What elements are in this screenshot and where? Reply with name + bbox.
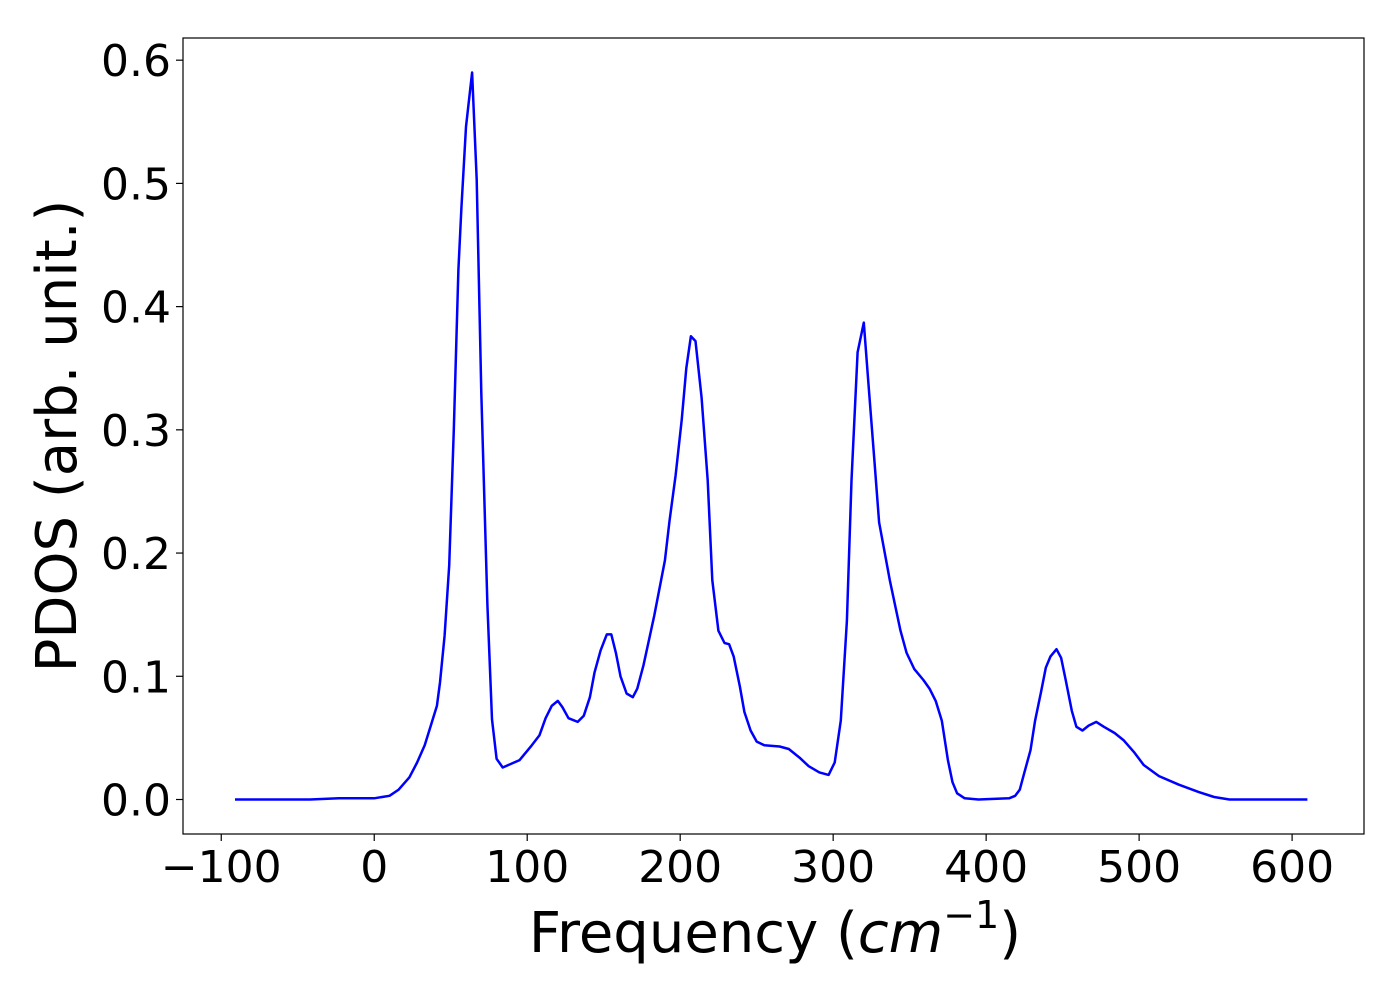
y-axis-label: PDOS (arb. unit.) [25, 200, 90, 673]
x-label-unit: cm [858, 901, 943, 966]
x-label-text: Frequency ( [529, 901, 858, 966]
y-tick-label: 0.6 [101, 36, 171, 87]
x-tick-label: 200 [638, 842, 722, 893]
y-tick-label: 0.4 [101, 283, 171, 334]
line-series [235, 71, 1308, 801]
x-tick-label: 400 [944, 842, 1028, 893]
y-tick-label: 0.1 [101, 652, 171, 703]
x-axis-label: Frequency (cm−1) [529, 893, 1021, 966]
x-tick-label: 100 [485, 842, 569, 893]
x-tick-label: −100 [161, 842, 282, 893]
y-tick-label: 0.5 [101, 159, 171, 210]
x-tick-label: 600 [1250, 842, 1334, 893]
x-tick-label: 500 [1097, 842, 1181, 893]
x-label-close: ) [999, 901, 1021, 966]
y-tick-label: 0.0 [101, 775, 171, 826]
plot-frame [182, 37, 1365, 835]
x-tick-label: 0 [360, 842, 388, 893]
x-tick-label: 300 [791, 842, 875, 893]
y-tick-label: 0.3 [101, 406, 171, 457]
y-tick-label: 0.2 [101, 529, 171, 580]
x-label-exponent: −1 [943, 893, 999, 937]
